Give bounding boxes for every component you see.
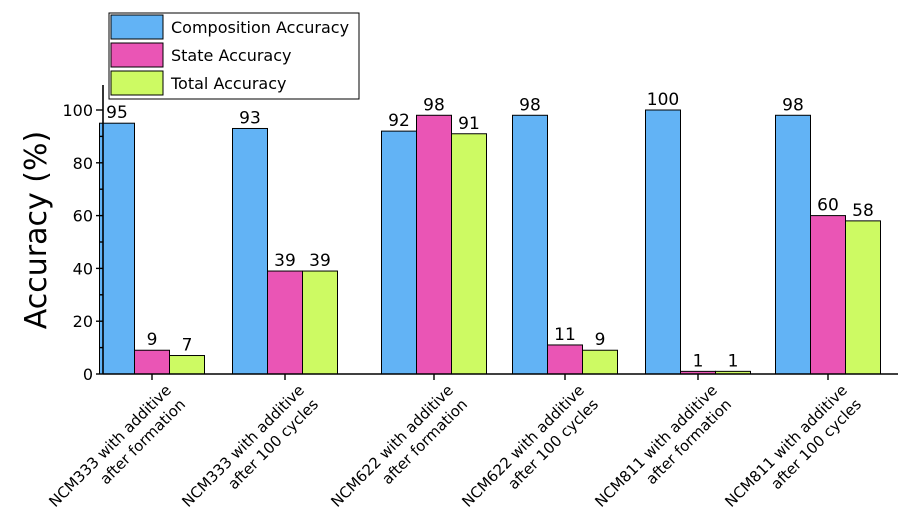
legend-swatch	[110, 14, 164, 40]
data-label: 39	[309, 251, 331, 271]
bar	[845, 220, 881, 375]
data-label: 1	[693, 351, 704, 371]
data-label: 91	[458, 114, 480, 134]
bar	[169, 355, 205, 375]
data-label: 98	[423, 95, 445, 115]
data-label: 93	[239, 108, 261, 128]
y-tick-label: 20	[73, 312, 93, 331]
y-axis-title: Accuracy (%)	[19, 131, 54, 329]
y-axis: 0 20 40 60 80 100	[62, 85, 104, 384]
legend-label: Total Accuracy	[170, 74, 287, 93]
bar	[416, 114, 452, 375]
x-category-label-line: NCM333 with additive	[178, 381, 308, 511]
bar	[582, 349, 618, 375]
y-tick-label: 60	[73, 207, 93, 226]
bar	[267, 270, 303, 375]
bar	[512, 114, 548, 375]
x-category-label-line: NCM622 with additive	[327, 381, 457, 511]
x-category-label-line: NCM622 with additive	[458, 381, 588, 511]
bar	[775, 114, 811, 375]
bar	[99, 122, 135, 375]
data-label: 92	[388, 111, 410, 131]
bar	[232, 127, 268, 375]
data-label: 98	[519, 95, 541, 115]
data-label: 95	[106, 103, 128, 123]
legend-label: State Accuracy	[171, 46, 291, 65]
data-label: 100	[647, 90, 679, 110]
x-category-label-line: NCM811 with additive	[591, 381, 721, 511]
x-category-label-line: NCM811 with additive	[721, 381, 851, 511]
legend-label: Composition Accuracy	[171, 18, 349, 37]
bar	[810, 215, 846, 375]
y-tick-label: 40	[73, 259, 93, 278]
y-tick-label: 100	[62, 101, 93, 120]
legend-swatch	[110, 42, 164, 68]
y-tick-label: 0	[83, 365, 93, 384]
legend-swatch	[110, 70, 164, 96]
bar	[547, 344, 583, 375]
y-tick-label: 80	[73, 154, 93, 173]
data-label: 7	[182, 336, 193, 356]
data-label: 1	[728, 351, 739, 371]
data-label: 58	[852, 201, 874, 221]
bar	[134, 349, 170, 375]
bar	[381, 130, 417, 375]
data-label: 60	[817, 196, 839, 216]
bar	[451, 133, 487, 375]
bar	[302, 270, 338, 375]
bar	[645, 109, 681, 375]
data-label: 9	[147, 330, 158, 350]
data-label: 11	[554, 325, 576, 345]
data-label: 9	[595, 330, 606, 350]
x-category-label-line: NCM333 with additive	[45, 381, 175, 511]
legend: Composition Accuracy State Accuracy Total …	[108, 12, 360, 100]
bars	[99, 109, 881, 375]
data-label: 98	[782, 95, 804, 115]
data-label: 39	[274, 251, 296, 271]
